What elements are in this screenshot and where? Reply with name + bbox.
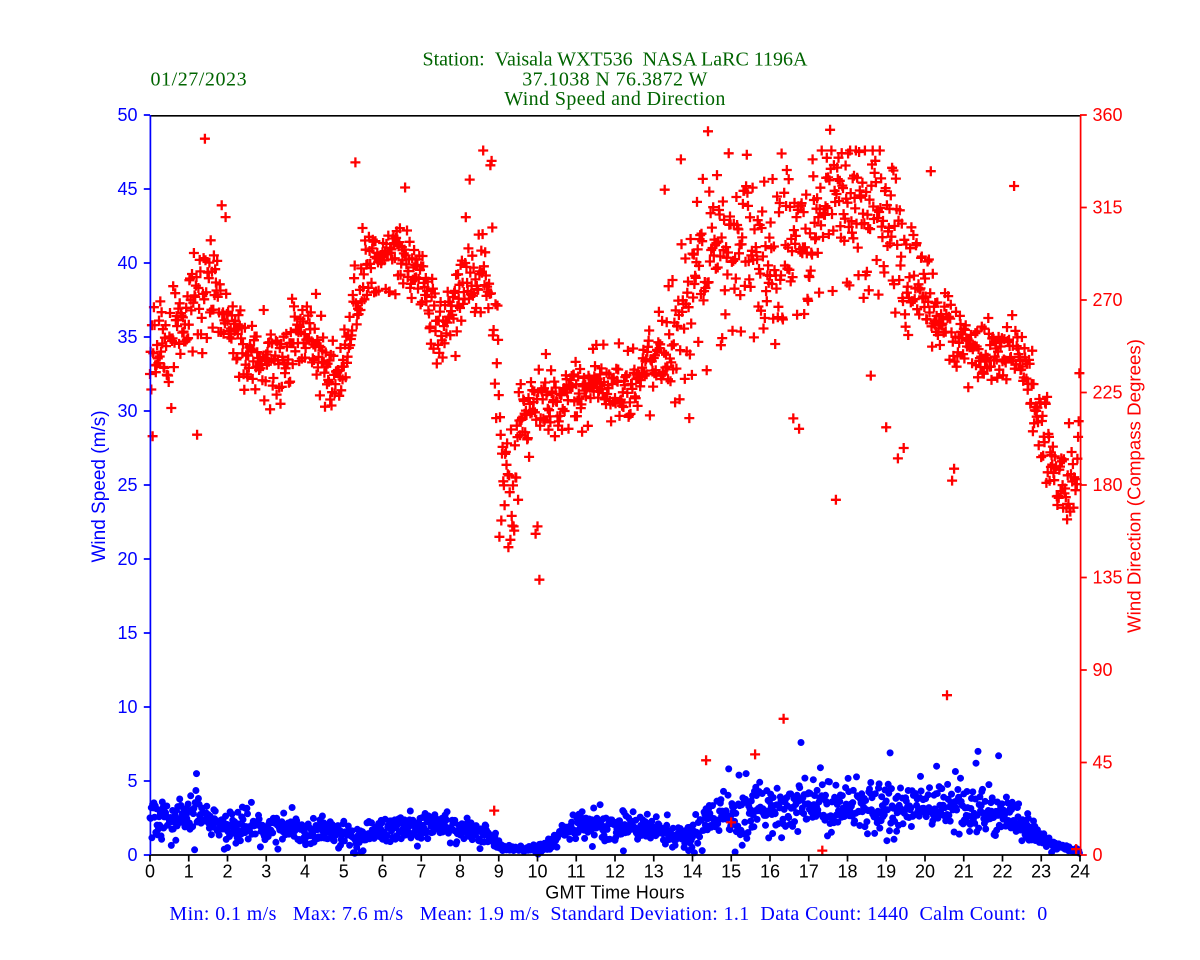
svg-text:90: 90	[1093, 660, 1113, 680]
svg-text:13: 13	[644, 861, 664, 881]
svg-text:18: 18	[837, 861, 857, 881]
svg-text:20: 20	[117, 549, 137, 569]
svg-text:5: 5	[339, 861, 349, 881]
svg-text:23: 23	[1031, 861, 1051, 881]
svg-text:3: 3	[261, 861, 271, 881]
svg-text:9: 9	[494, 861, 504, 881]
svg-text:50: 50	[117, 105, 137, 125]
svg-text:20: 20	[915, 861, 935, 881]
svg-text:8: 8	[455, 861, 465, 881]
svg-text:40: 40	[117, 253, 137, 273]
svg-text:0: 0	[1093, 845, 1103, 865]
svg-text:19: 19	[876, 861, 896, 881]
svg-text:2: 2	[222, 861, 232, 881]
svg-text:25: 25	[117, 475, 137, 495]
svg-text:11: 11	[567, 861, 586, 881]
svg-text:1: 1	[184, 861, 194, 881]
svg-text:0: 0	[145, 861, 155, 881]
svg-text:10: 10	[527, 861, 547, 881]
svg-text:5: 5	[127, 771, 137, 791]
svg-text:6: 6	[377, 861, 387, 881]
svg-text:22: 22	[992, 861, 1012, 881]
svg-text:Station: Vaisala WXT536 NASA: Station: Vaisala WXT536 NASA LaRC 1196A	[423, 49, 809, 71]
svg-text:Wind Speed and Direction: Wind Speed and Direction	[504, 88, 726, 110]
svg-text:7: 7	[416, 861, 426, 881]
svg-text:360: 360	[1093, 105, 1123, 125]
svg-text:45: 45	[1093, 753, 1113, 773]
svg-text:45: 45	[117, 179, 137, 199]
svg-text:21: 21	[954, 861, 974, 881]
svg-text:24: 24	[1070, 861, 1090, 881]
svg-text:14: 14	[682, 861, 702, 881]
svg-text:37.1038 N 76.3872 W: 37.1038 N 76.3872 W	[522, 69, 708, 91]
svg-text:135: 135	[1093, 568, 1123, 588]
svg-text:Wind Speed (m/s): Wind Speed (m/s)	[89, 410, 110, 562]
svg-text:30: 30	[117, 401, 137, 421]
svg-text:12: 12	[605, 861, 625, 881]
svg-text:GMT Time Hours: GMT Time Hours	[545, 883, 685, 903]
svg-text:180: 180	[1093, 475, 1123, 495]
svg-text:Min: 0.1 m/s Max: 7.6 m/s: Min: 0.1 m/s Max: 7.6 m/s Mean: 1.9 m/s …	[169, 903, 1047, 925]
svg-text:15: 15	[117, 623, 137, 643]
svg-text:270: 270	[1093, 290, 1123, 310]
svg-text:315: 315	[1093, 198, 1123, 218]
svg-text:225: 225	[1093, 383, 1123, 403]
svg-text:0: 0	[127, 845, 137, 865]
svg-text:35: 35	[117, 327, 137, 347]
svg-text:17: 17	[799, 861, 819, 881]
svg-text:Wind Direction (Compass Degree: Wind Direction (Compass Degrees)	[1124, 339, 1145, 633]
svg-text:10: 10	[117, 697, 137, 717]
svg-text:16: 16	[760, 861, 780, 881]
svg-text:15: 15	[721, 861, 741, 881]
svg-text:4: 4	[300, 861, 310, 881]
svg-text:01/27/2023: 01/27/2023	[151, 69, 248, 91]
